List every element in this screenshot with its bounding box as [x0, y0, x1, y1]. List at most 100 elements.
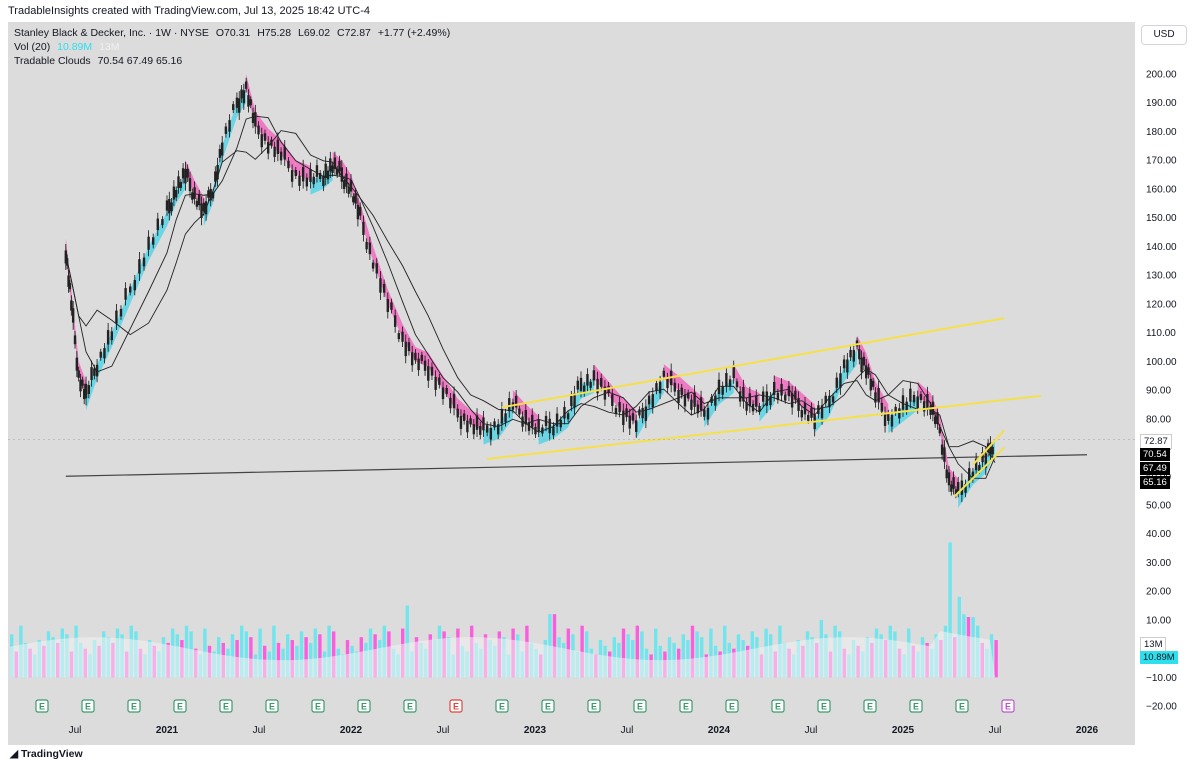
candle-body — [73, 335, 77, 345]
candle-body — [195, 200, 199, 207]
candle-body — [531, 414, 534, 428]
candle-body — [156, 218, 159, 231]
earnings-marker — [495, 699, 509, 713]
volume-bar — [640, 631, 644, 678]
trend-channel-line — [501, 317, 1005, 409]
candle-body — [420, 354, 424, 361]
volume-bar — [405, 605, 409, 678]
earnings-marker-label: E — [407, 702, 413, 712]
candle-body — [188, 178, 192, 192]
candle-body — [270, 139, 273, 146]
candle-body — [738, 391, 742, 402]
candle-body — [459, 415, 463, 429]
volume-bar — [332, 631, 336, 678]
candle-body — [441, 387, 445, 400]
candle-body — [938, 427, 941, 434]
volume-bar — [686, 640, 690, 678]
earnings-marker — [863, 699, 877, 713]
chart-credit: TradableInsights created with TradingVie… — [8, 5, 370, 17]
candle-body — [331, 165, 334, 173]
candle-body — [625, 408, 628, 418]
currency-button[interactable]: USD — [1141, 25, 1187, 45]
candle-body — [725, 373, 728, 387]
candle-body — [745, 401, 748, 411]
candle-body — [527, 422, 531, 431]
candle-body — [309, 169, 312, 183]
earnings-marker — [633, 699, 647, 713]
volume-bar — [695, 631, 699, 678]
candle-body — [382, 283, 386, 293]
candle-body — [981, 452, 984, 463]
candle-body — [347, 186, 350, 194]
candle-body — [352, 196, 355, 203]
candle-body — [635, 420, 638, 432]
earnings-marker-label: E — [499, 702, 505, 712]
earnings-marker-label: E — [545, 702, 551, 712]
candle-body — [228, 120, 231, 132]
candle-body — [397, 333, 401, 340]
earnings-marker — [403, 699, 417, 713]
volume-label[interactable]: Vol (20) — [14, 41, 51, 53]
candle-body — [773, 381, 776, 395]
candle-body — [957, 482, 960, 493]
candle-body — [184, 168, 187, 184]
candle-body — [356, 204, 360, 220]
candle-body — [655, 383, 658, 391]
candle-body — [831, 396, 835, 403]
earnings-marker-label: E — [177, 702, 183, 712]
candle-body — [690, 399, 693, 410]
candle-body — [867, 367, 870, 375]
candle-body — [534, 426, 537, 435]
candle-body — [214, 171, 217, 182]
logo-icon: ◢ — [10, 748, 21, 760]
volume-ma-label: 13M — [1140, 637, 1167, 652]
candle-body — [611, 394, 614, 406]
candle-body — [186, 168, 189, 178]
candle-body — [68, 283, 72, 290]
candle-body — [797, 397, 800, 411]
symbol-name[interactable]: Stanley Black & Decker, Inc. · 1W · NYSE — [14, 27, 209, 39]
earnings-marker — [127, 699, 141, 713]
candle-body — [647, 395, 651, 405]
candle-body — [936, 412, 939, 424]
price-axis[interactable] — [1135, 22, 1199, 745]
candle-body — [971, 471, 975, 480]
candle-body — [198, 195, 201, 206]
clouds-legend: Tradable Clouds 70.54 67.49 65.16 — [14, 55, 186, 67]
candle-body — [714, 395, 717, 406]
candle-body — [901, 395, 905, 410]
candle-body — [244, 81, 248, 89]
clouds-label[interactable]: Tradable Clouds — [14, 55, 91, 67]
x-tick-label: 2021 — [156, 725, 179, 736]
candle-body — [475, 415, 479, 430]
candle-body — [758, 405, 761, 412]
trend-channel-line — [487, 394, 1042, 461]
candle-body — [340, 167, 343, 182]
tradingview-logo[interactable]: ◢ TradingView — [10, 748, 83, 760]
chart-pane[interactable] — [8, 22, 1135, 745]
candle-body — [254, 112, 257, 127]
volume-legend: Vol (20) 10.89M 13M — [14, 41, 124, 53]
candle-body — [77, 370, 80, 378]
earnings-marker-label: E — [959, 702, 965, 712]
candle-body — [462, 413, 466, 421]
candle-body — [968, 468, 971, 482]
y-tick-label: 100.00 — [1146, 357, 1177, 368]
candle-body — [658, 381, 662, 394]
candle-body — [570, 395, 573, 407]
candle-body — [106, 330, 110, 345]
candle-body — [583, 385, 586, 393]
candle-body — [81, 379, 84, 386]
earnings-marker-label: E — [1005, 702, 1011, 712]
candle-body — [945, 469, 948, 479]
candle-body — [170, 202, 173, 212]
candle-body — [869, 378, 872, 391]
candle-body — [87, 385, 90, 394]
candle-body — [776, 392, 780, 401]
volume-ma-value: 13M — [99, 41, 120, 53]
candle-body — [251, 112, 255, 124]
candle-body — [706, 407, 710, 420]
candle-body — [883, 412, 887, 426]
candle-body — [207, 190, 210, 198]
candle-body — [83, 388, 86, 400]
